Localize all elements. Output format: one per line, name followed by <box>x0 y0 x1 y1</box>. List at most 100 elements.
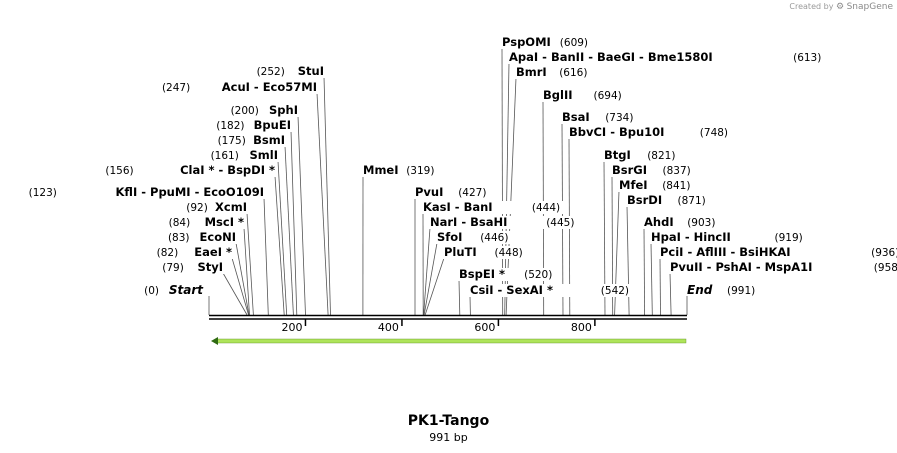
enzyme-label-econi[interactable]: EcoNI (83) <box>157 230 238 244</box>
enzyme-label-styi[interactable]: StyI (79) <box>152 260 225 274</box>
enzyme-name: CsiI - SexAI * <box>470 283 553 297</box>
enzyme-position: (448) <box>495 247 523 259</box>
enzyme-position: (748) <box>700 127 728 139</box>
enzyme-name: BpuEI <box>254 118 291 132</box>
enzyme-label-clai[interactable]: ClaI * - BspDI * (156) <box>95 163 277 177</box>
enzyme-label-pvuii[interactable]: PvuII - PshAI - MspA1I (958) <box>668 260 897 274</box>
snapgene-credit: Created by ⚙ SnapGene <box>789 2 893 12</box>
enzyme-label-btgi[interactable]: BtgI (821) <box>602 148 682 162</box>
enzyme-label-bpuei[interactable]: BpuEI (182) <box>206 118 294 132</box>
enzyme-position: (427) <box>458 187 486 199</box>
feature-bar[interactable] <box>215 338 687 344</box>
enzyme-label-smli[interactable]: SmlI (161) <box>200 148 280 162</box>
enzyme-position: (446) <box>480 232 508 244</box>
start-label-text: Start <box>169 283 204 297</box>
enzyme-label-pspomi[interactable]: PspOMI (609) <box>500 35 594 49</box>
enzyme-label-sphi[interactable]: SphI (200) <box>220 103 300 117</box>
enzyme-label-mmei[interactable]: MmeI (319) <box>361 163 441 177</box>
enzyme-label-mfei[interactable]: MfeI (841) <box>617 178 697 192</box>
enzyme-position: (694) <box>594 90 622 102</box>
enzyme-label-csii[interactable]: CsiI - SexAI * (542) <box>468 283 635 297</box>
enzyme-label-hpai[interactable]: HpaI - HincII (919) <box>649 230 809 244</box>
site-leader-xcmi <box>246 212 254 316</box>
axis-tick-label: 800 <box>571 321 592 334</box>
enzyme-name: StuI <box>298 64 324 78</box>
axis-tick-label: 200 <box>281 321 302 334</box>
site-leader-pluti <box>424 257 445 316</box>
enzyme-name: BsaI <box>562 110 590 124</box>
enzyme-label-apai[interactable]: ApaI - BanII - BaeGI - Bme1580I (613) <box>507 50 828 64</box>
enzyme-name: BglII <box>543 88 573 102</box>
site-leader-nari <box>423 227 431 316</box>
enzyme-position: (520) <box>524 269 552 281</box>
enzyme-position: (200) <box>231 105 259 117</box>
enzyme-position: (837) <box>663 165 691 177</box>
site-leader-kfli <box>263 197 269 316</box>
site-leader-bsmi <box>284 145 294 316</box>
site-leader-acui <box>316 92 329 316</box>
end-label-text: End <box>687 283 713 297</box>
enzyme-label-kasi[interactable]: KasI - BanI (444) <box>421 200 566 214</box>
enzyme-label-pluti[interactable]: PluTI (448) <box>442 245 529 259</box>
enzyme-position: (841) <box>662 180 690 192</box>
enzyme-label-bglii[interactable]: BglII (694) <box>541 88 628 102</box>
end-label: End (991) <box>687 283 755 297</box>
credit-prefix: Created by <box>789 2 834 11</box>
enzyme-position: (871) <box>678 195 706 207</box>
enzyme-name: BsrDI <box>627 193 662 207</box>
start-label: Start (0) <box>144 283 204 297</box>
enzyme-name: KasI - BanI <box>423 200 493 214</box>
enzyme-label-pcii[interactable]: PciI - AflIII - BsiHKAI (936) <box>658 245 897 259</box>
enzyme-position: (616) <box>559 67 587 79</box>
site-leader-pcii <box>659 257 661 316</box>
site-leader-hpai <box>650 242 653 316</box>
enzyme-label-acui[interactable]: AcuI - Eco57MI (247) <box>152 80 319 94</box>
enzyme-position: (123) <box>29 187 57 199</box>
feature-arrow-icon <box>211 337 218 345</box>
enzyme-label-bsai[interactable]: BsaI (734) <box>560 110 640 124</box>
enzyme-position: (92) <box>186 202 208 214</box>
enzyme-name: BtgI <box>604 148 631 162</box>
site-leader-sphi <box>297 115 306 316</box>
enzyme-label-msci[interactable]: MscI * (84) <box>158 215 246 229</box>
enzyme-label-ahdi[interactable]: AhdI (903) <box>642 215 722 229</box>
site-leader-bspei <box>458 279 461 316</box>
sequence-name: PK1-Tango <box>407 413 490 429</box>
enzyme-position: (821) <box>647 150 675 162</box>
enzyme-label-stui[interactable]: StuI (252) <box>246 64 326 78</box>
enzyme-label-sfoi[interactable]: SfoI (446) <box>435 230 515 244</box>
enzyme-name: BspEI * <box>459 267 505 281</box>
enzyme-name: XcmI <box>215 200 247 214</box>
enzyme-label-xcmi[interactable]: XcmI (92) <box>176 200 249 214</box>
enzyme-label-eaei[interactable]: EaeI * (82) <box>146 245 234 259</box>
site-leader-eaei <box>231 257 249 316</box>
sequence-backbone: 200 400 600 800 <box>209 314 687 334</box>
enzyme-position: (542) <box>601 285 629 297</box>
enzyme-position: (609) <box>560 37 588 49</box>
end-label-position: (991) <box>727 285 755 297</box>
enzyme-name: MfeI <box>619 178 648 192</box>
enzyme-label-bbvci[interactable]: BbvCI - Bpu10I (748) <box>567 125 734 139</box>
enzyme-name: MscI * <box>205 215 244 229</box>
enzyme-label-nari[interactable]: NarI - BsaHI (445) <box>428 215 581 229</box>
enzyme-name: AhdI <box>644 215 674 229</box>
enzyme-label-bsmi[interactable]: BsmI (175) <box>207 133 287 147</box>
enzyme-position: (613) <box>793 52 821 64</box>
enzyme-label-bsrgi[interactable]: BsrGI (837) <box>610 163 697 177</box>
enzyme-label-kfli[interactable]: KflI - PpuMI - EcoO109I (123) <box>18 185 267 199</box>
enzyme-name: EaeI * <box>194 245 232 259</box>
enzyme-position: (936) <box>871 247 897 259</box>
site-leader-ahdi <box>643 227 645 316</box>
site-leader-lines <box>208 47 688 316</box>
credit-brand: SnapGene <box>846 2 893 12</box>
enzyme-name: HpaI - HincII <box>651 230 731 244</box>
enzyme-position: (156) <box>105 165 133 177</box>
enzyme-name: BbvCI - Bpu10I <box>569 125 664 139</box>
enzyme-label-bmri[interactable]: BmrI (616) <box>514 65 594 79</box>
enzyme-label-bsrdi[interactable]: BsrDI (871) <box>625 193 712 207</box>
enzyme-name: SfoI <box>437 230 462 244</box>
enzyme-labels: PspOMI (609)ApaI - BanII - BaeGI - Bme158… <box>18 35 897 297</box>
enzyme-label-bspei[interactable]: BspEI * (520) <box>457 267 559 281</box>
enzyme-label-pvui[interactable]: PvuI (427) <box>413 185 493 199</box>
enzyme-position: (84) <box>169 217 191 229</box>
